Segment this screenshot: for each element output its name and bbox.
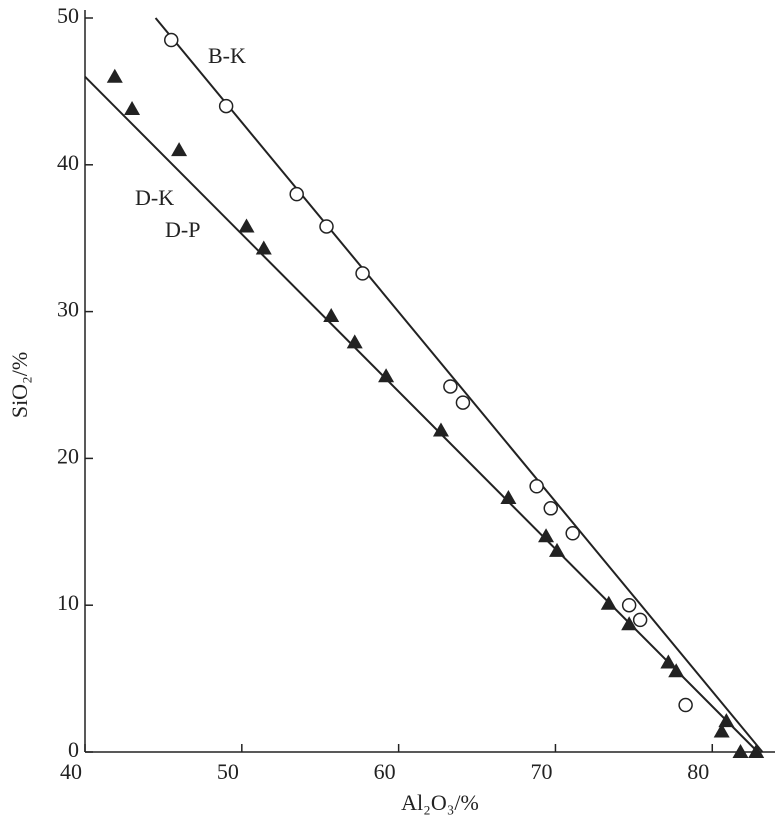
y-axis-label: SiO₂/% [7, 352, 32, 418]
marker [106, 68, 123, 83]
marker [678, 697, 693, 713]
annotation: B-K [208, 43, 246, 68]
marker [346, 334, 363, 349]
y-tick-label: 30 [57, 297, 79, 322]
marker [355, 266, 370, 281]
marker [218, 98, 234, 114]
y-tick-label: 50 [57, 3, 79, 28]
marker [748, 744, 765, 758]
y-tick-label: 10 [57, 590, 79, 615]
marker [621, 616, 638, 631]
x-tick-label: 40 [60, 759, 82, 784]
marker [432, 422, 449, 437]
marker [378, 368, 395, 383]
marker [713, 723, 730, 738]
x-tick-label: 60 [374, 759, 396, 784]
fit-line [154, 17, 764, 753]
marker [668, 663, 685, 678]
marker [732, 744, 749, 758]
marker [255, 240, 272, 255]
marker [164, 32, 179, 48]
x-tick-label: 80 [687, 759, 709, 784]
marker [455, 395, 471, 410]
marker [600, 595, 617, 610]
marker [238, 218, 255, 233]
marker [565, 526, 580, 541]
y-tick-label: 0 [68, 737, 79, 762]
marker [500, 490, 517, 505]
annotation: D-P [165, 217, 200, 242]
marker [549, 542, 566, 557]
x-tick-label: 70 [530, 759, 552, 784]
marker [660, 654, 677, 669]
marker [529, 479, 544, 494]
marker [718, 713, 735, 728]
x-tick-label: 50 [217, 759, 239, 784]
annotation: D-K [135, 185, 174, 210]
marker [443, 379, 458, 394]
x-axis-label: Al₂O₃/% [401, 790, 479, 815]
marker [124, 101, 141, 116]
marker [538, 528, 555, 543]
marker [289, 186, 304, 202]
marker [621, 597, 637, 613]
y-tick-label: 40 [57, 150, 79, 175]
marker [543, 501, 558, 516]
marker [323, 308, 340, 323]
y-tick-label: 20 [57, 443, 79, 468]
marker [319, 219, 334, 234]
marker [632, 612, 648, 628]
marker [171, 142, 188, 157]
fit-line [84, 76, 759, 753]
